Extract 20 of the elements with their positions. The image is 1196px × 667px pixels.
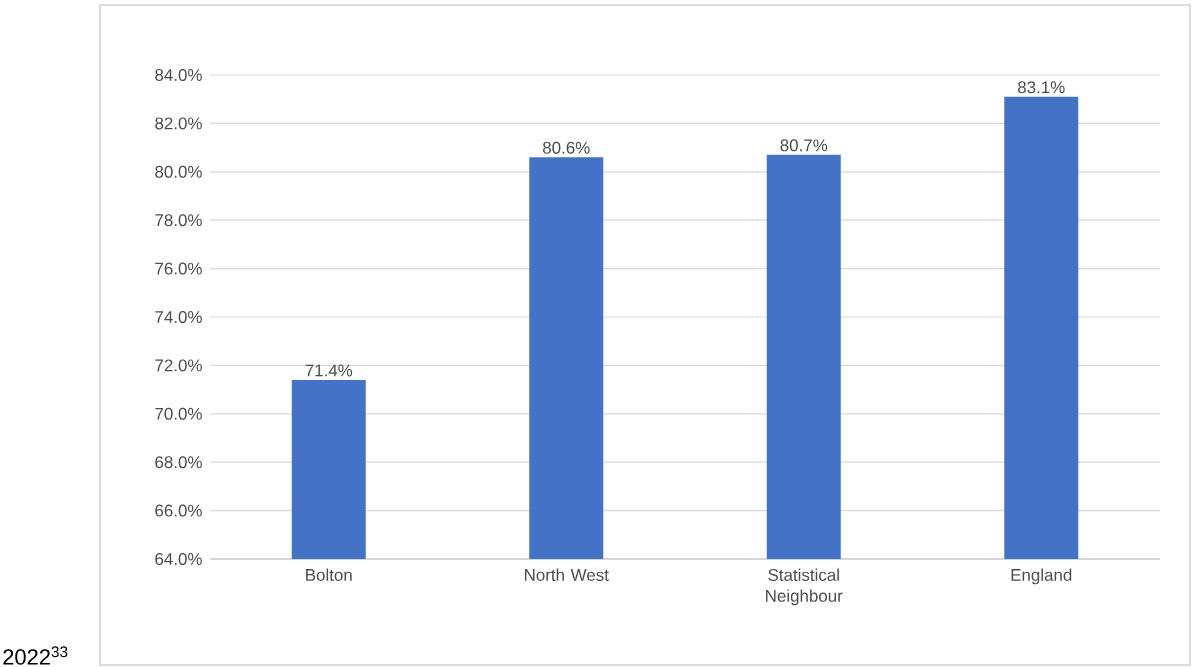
data-label: 83.1% [1017, 81, 1065, 94]
x-tick-label: England [1011, 568, 1072, 585]
y-tick-label: 68.0% [155, 456, 202, 469]
y-tick-label: 78.0% [155, 214, 202, 227]
y-tick-label: 74.0% [155, 310, 202, 323]
text: 2022$^{33}$ [3, 646, 68, 665]
x-tick-label: Bolton [306, 568, 352, 581]
data-label: 80.6% [542, 141, 590, 154]
y-tick-label: 70.0% [155, 407, 202, 420]
y-tick-label: 64.0% [155, 552, 202, 565]
y-tick-label: 66.0% [155, 504, 202, 517]
data-label: 80.7% [780, 139, 828, 152]
y-tick-label: 76.0% [155, 262, 202, 275]
y-tick-label: 84.0% [155, 68, 202, 81]
y-tick-label: 72.0% [155, 359, 202, 372]
data-label: 71.4% [305, 364, 353, 377]
x-tick-label: North West [524, 568, 609, 581]
x-tick-label: Statistical Neighbour [766, 568, 843, 606]
y-tick-label: 82.0% [155, 117, 202, 130]
y-tick-label: 80.0% [155, 165, 202, 178]
